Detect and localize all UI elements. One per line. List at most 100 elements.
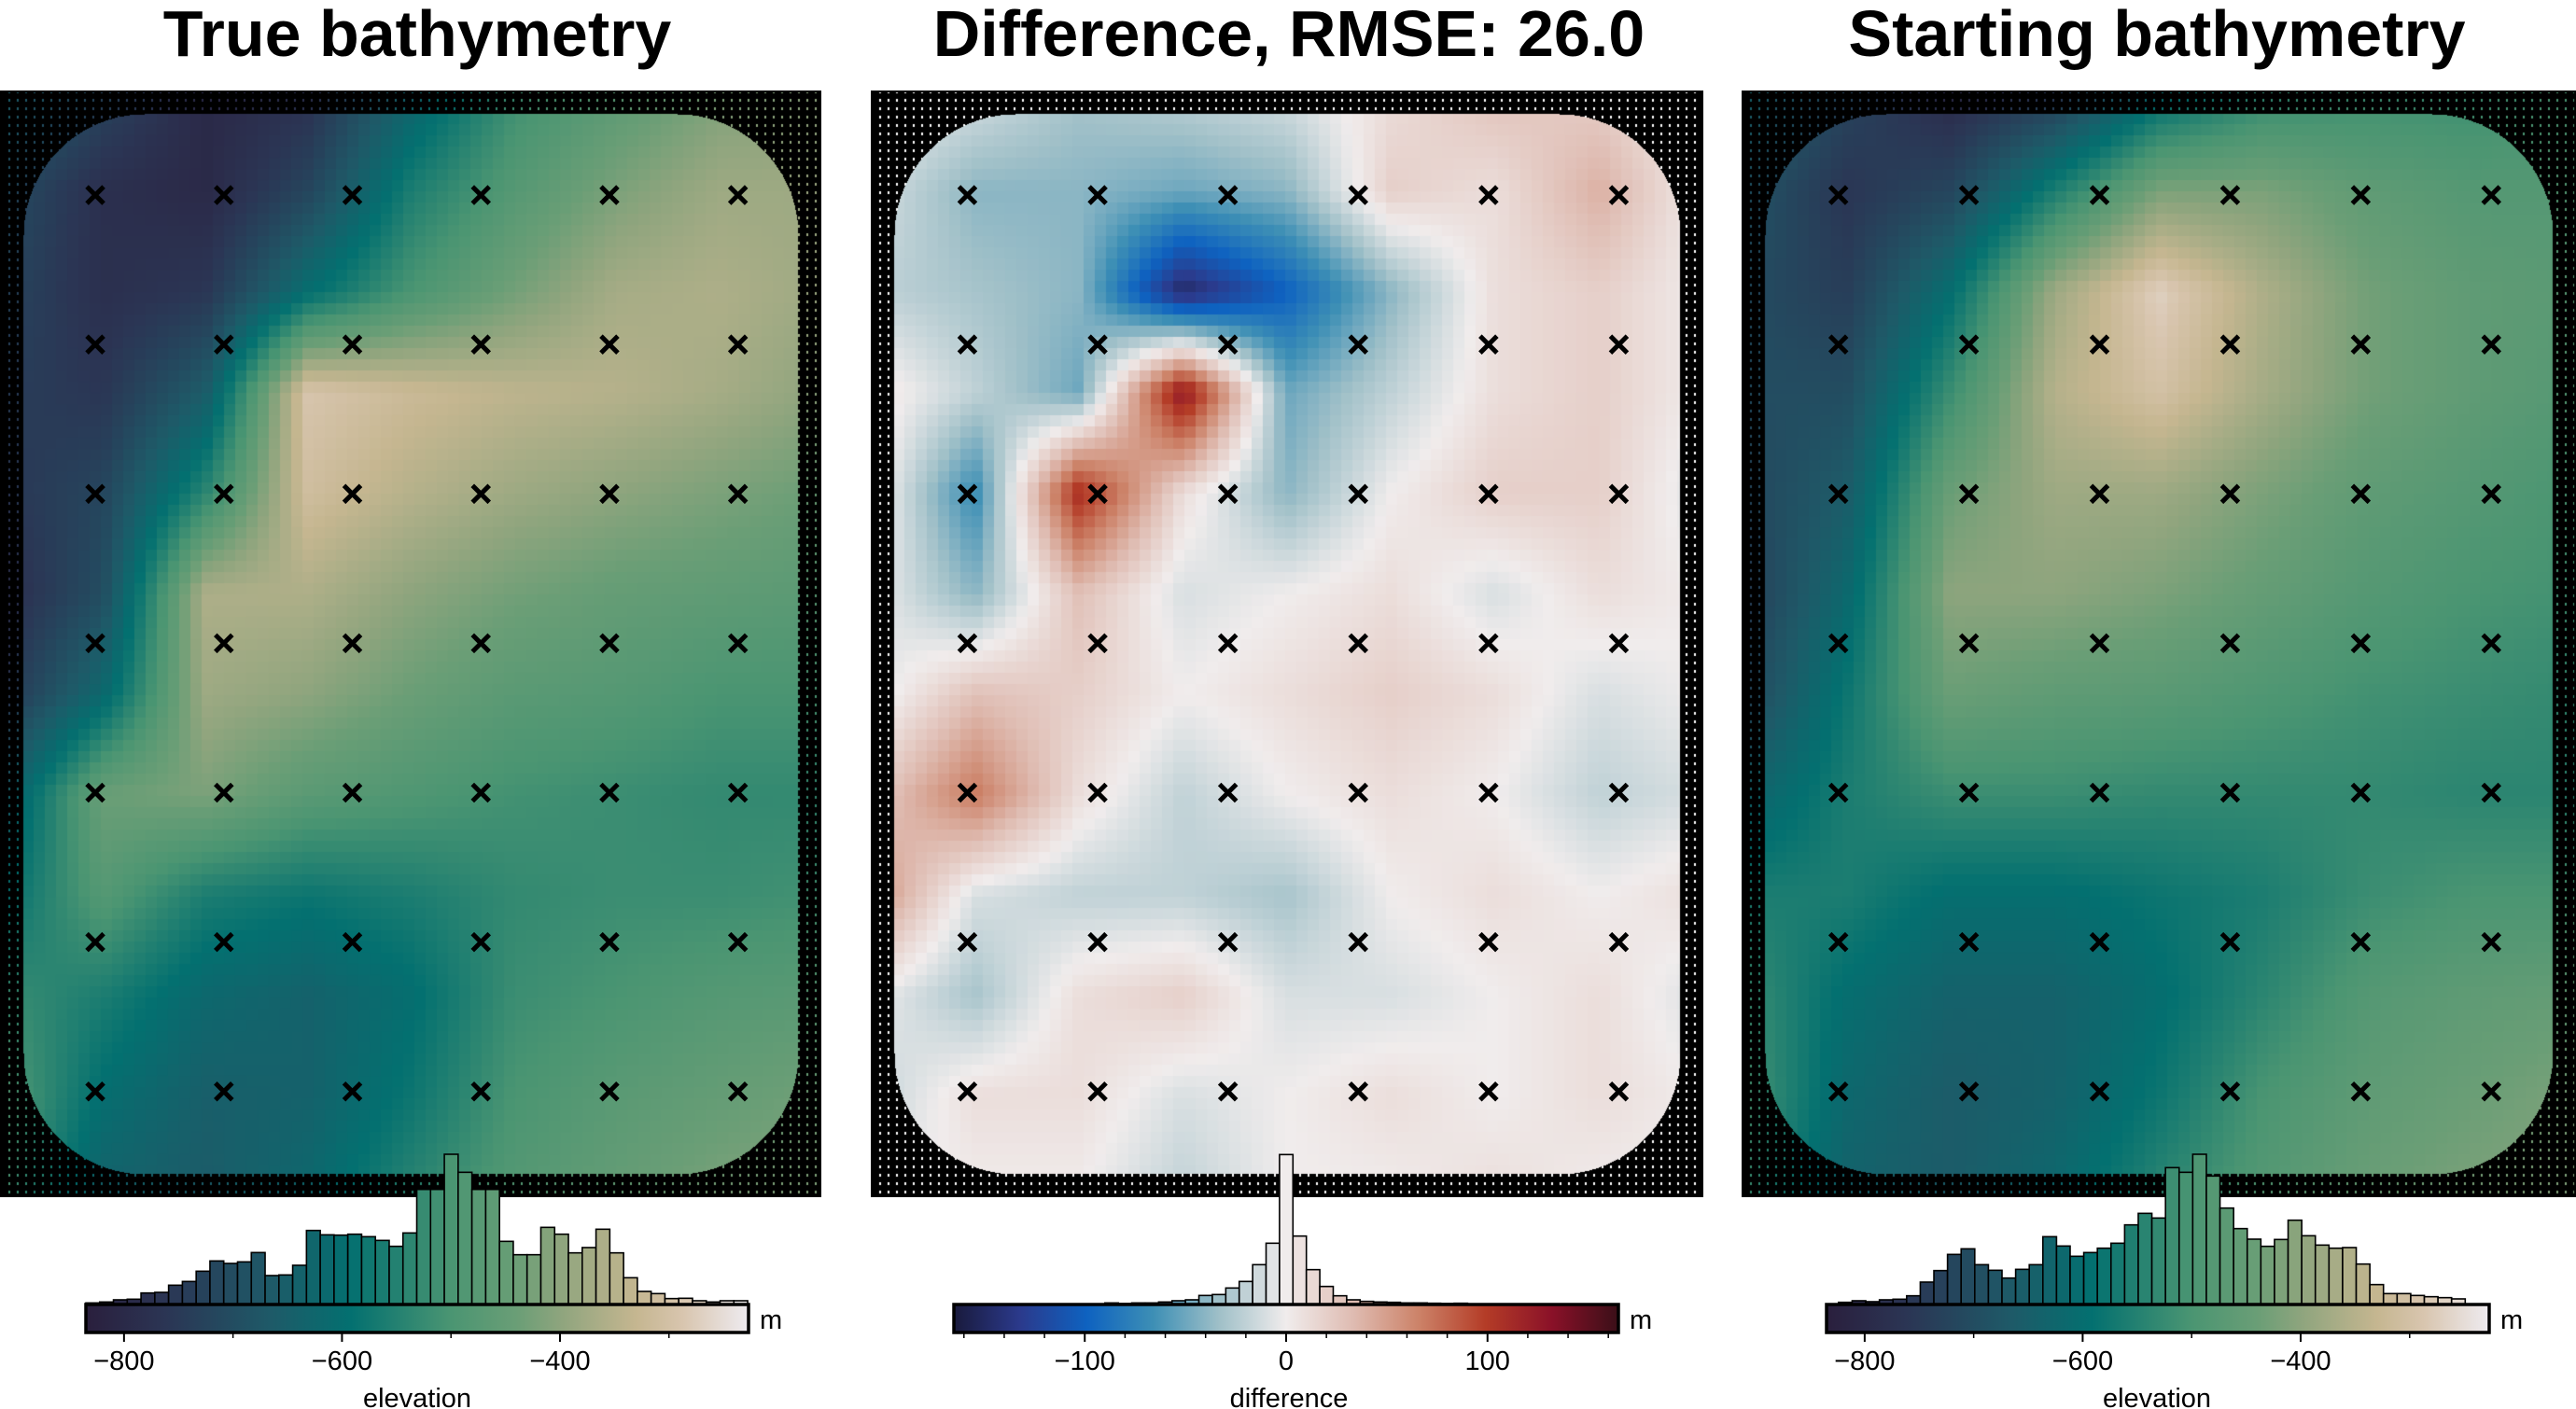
constraint-point-cross-icon [214, 185, 234, 205]
constraint-point-cross-icon [214, 483, 234, 505]
histogram-bar [553, 1233, 569, 1305]
histogram-bar [2096, 1247, 2112, 1305]
histogram-bar [2028, 1263, 2044, 1305]
constraint-point-cross-icon [1608, 931, 1630, 953]
constraint-point-cross-icon [957, 334, 978, 355]
constraint-point-cross-icon [1478, 782, 1499, 803]
constraint-point-cross-icon [1217, 931, 1239, 953]
constraint-point-cross-icon [342, 185, 363, 205]
constraint-point-cross-icon [957, 931, 978, 953]
constraint-point-cross-icon [1608, 334, 1630, 355]
constraint-point-cross-icon [599, 1081, 620, 1102]
histogram-bar [278, 1274, 294, 1305]
constraint-point-cross-icon [1827, 185, 1849, 205]
histogram-bar [2001, 1276, 2017, 1305]
histogram-bar [2205, 1175, 2221, 1305]
constraint-point-cross-icon [85, 185, 105, 205]
constraint-point-cross-icon [85, 633, 105, 654]
histogram-bar [415, 1188, 432, 1305]
constraint-point-cross-icon [214, 1081, 234, 1102]
histogram-bar [360, 1235, 377, 1305]
histogram-bar [1319, 1285, 1335, 1305]
histogram-bar [209, 1260, 225, 1305]
histogram-bar [2042, 1235, 2058, 1305]
constraint-points [1827, 185, 2502, 1102]
constraint-point-cross-icon [2350, 483, 2372, 505]
constraint-point-cross-icon [2089, 633, 2110, 654]
constraint-point-cross-icon [1478, 334, 1499, 355]
constraint-point-cross-icon [2350, 931, 2372, 953]
constraint-point-cross-icon [599, 185, 620, 205]
constraint-point-cross-icon [2481, 334, 2502, 355]
panel-title-starting: Starting bathymetry [1848, 0, 2466, 70]
constraint-point-cross-icon [470, 931, 492, 953]
constraint-point-cross-icon [727, 633, 749, 654]
histogram-bar [2342, 1247, 2358, 1305]
constraint-point-cross-icon [2219, 1081, 2241, 1102]
histogram-bar [1960, 1248, 1976, 1305]
histogram-bar [512, 1253, 528, 1305]
histogram [85, 1153, 749, 1305]
constraint-point-cross-icon [342, 931, 363, 953]
constraint-point-cross-icon [2481, 483, 2502, 505]
constraint-point-cross-icon [1087, 633, 1108, 654]
constraint-point-cross-icon [470, 1081, 492, 1102]
constraint-point-cross-icon [2481, 185, 2502, 205]
constraint-point-cross-icon [1958, 782, 1980, 803]
constraint-point-cross-icon [727, 185, 749, 205]
histogram-bar [388, 1245, 404, 1305]
histogram-bar [2191, 1153, 2207, 1305]
histogram-bar [181, 1280, 197, 1305]
constraint-point-cross-icon [957, 1081, 978, 1102]
constraint-point-cross-icon [85, 931, 105, 953]
constraint-point-cross-icon [1958, 483, 1980, 505]
histogram-bar [2150, 1217, 2166, 1305]
histogram-bar [457, 1171, 473, 1305]
constraint-point-cross-icon [470, 633, 492, 654]
constraint-point-cross-icon [2219, 931, 2241, 953]
constraint-point-cross-icon [2089, 185, 2110, 205]
constraint-point-cross-icon [1348, 334, 1369, 355]
constraint-point-cross-icon [470, 483, 492, 505]
constraint-point-cross-icon [2350, 782, 2372, 803]
histogram-bar [1987, 1269, 2003, 1305]
constraint-point-cross-icon [470, 185, 492, 205]
constraint-point-cross-icon [1348, 782, 1369, 803]
histogram-bar [319, 1234, 335, 1305]
colorbar [84, 1303, 750, 1334]
histogram-bar [2328, 1247, 2344, 1305]
constraint-point-cross-icon [2089, 483, 2110, 505]
colorbar-tick-label: 100 [1465, 1346, 1510, 1376]
constraint-point-cross-icon [1087, 1081, 1108, 1102]
histogram-bar [2014, 1268, 2031, 1305]
constraint-point-cross-icon [2481, 931, 2502, 953]
histogram-bar [484, 1188, 500, 1305]
constraint-point-cross-icon [1478, 931, 1499, 953]
constraint-point-cross-icon [727, 931, 749, 953]
panel-title-difference: Difference, RMSE: 26.0 [932, 0, 1645, 70]
constraint-point-cross-icon [1478, 483, 1499, 505]
histogram-bar [2246, 1238, 2262, 1305]
constraint-point-cross-icon [2219, 334, 2241, 355]
constraint-point-cross-icon [342, 633, 363, 654]
histogram [1838, 1153, 2467, 1305]
difference-map [871, 91, 1703, 1197]
constraint-point-cross-icon [2481, 782, 2502, 803]
colorbar-unit: m [1630, 1305, 1652, 1335]
colorbar-tick-label: −600 [2052, 1346, 2113, 1376]
constraint-point-cross-icon [85, 782, 105, 803]
constraint-point-cross-icon [214, 633, 234, 654]
constraint-point-cross-icon [85, 334, 105, 355]
constraint-point-cross-icon [470, 334, 492, 355]
histogram-bar [1252, 1263, 1267, 1305]
histogram-bar [1946, 1253, 1963, 1305]
histogram-bar [401, 1232, 418, 1305]
constraint-point-cross-icon [342, 483, 363, 505]
constraint-point-cross-icon [1348, 185, 1369, 205]
constraint-point-cross-icon [599, 334, 620, 355]
constraint-point-cross-icon [470, 782, 492, 803]
constraint-point-cross-icon [2089, 334, 2110, 355]
constraint-point-cross-icon [957, 633, 978, 654]
histogram-bar [567, 1251, 583, 1305]
